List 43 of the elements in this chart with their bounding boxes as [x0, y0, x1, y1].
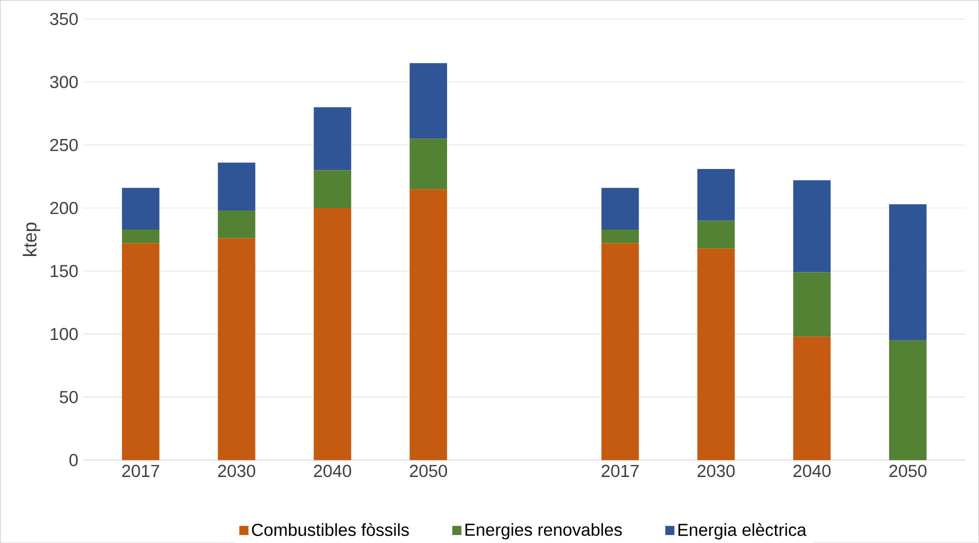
- x-tick-label: 2030: [698, 464, 735, 478]
- bar: [601, 243, 639, 460]
- legend-label: Energies renovables: [466, 523, 622, 540]
- x-tick-label: 2017: [602, 464, 639, 478]
- x-tick-label: 2040: [793, 464, 831, 478]
- y-axis-title: ktep: [22, 222, 40, 256]
- bar: [601, 229, 639, 244]
- bar: [314, 170, 352, 208]
- x-tick-label: 2050: [889, 464, 926, 478]
- y-tick-label: 250: [50, 138, 78, 152]
- bar: [697, 168, 735, 221]
- bar: [122, 188, 160, 230]
- bar: [889, 204, 927, 340]
- bar: [697, 220, 735, 248]
- x-tick-label: 2050: [410, 464, 448, 478]
- x-tick-label: 2030: [218, 464, 256, 478]
- bar: [122, 229, 160, 244]
- y-tick-label: 100: [50, 328, 78, 340]
- bar: [218, 162, 256, 210]
- bar: [601, 188, 639, 230]
- bar: [410, 138, 448, 190]
- legend-label: Combustibles fòssils: [252, 522, 409, 536]
- bar: [793, 336, 831, 460]
- y-tick-label: 200: [50, 202, 78, 214]
- y-tick-label: 300: [50, 76, 78, 88]
- x-tick-label: 2017: [122, 464, 160, 478]
- bar: [793, 180, 831, 272]
- bar: [314, 107, 352, 170]
- y-tick-label: 350: [50, 12, 78, 26]
- legend-label: Energia elèctrica: [678, 522, 806, 540]
- bar: [218, 238, 256, 460]
- bar: [122, 243, 160, 460]
- y-tick-label: 150: [50, 264, 78, 278]
- bar: [410, 62, 448, 139]
- bar: [793, 272, 831, 336]
- bar: [314, 208, 352, 460]
- x-tick-label: 2040: [314, 464, 352, 478]
- y-tick-label: 50: [60, 390, 78, 404]
- bar: [889, 340, 927, 460]
- bar: [697, 248, 735, 460]
- bar: [410, 189, 448, 460]
- y-tick-label: 0: [69, 454, 78, 466]
- bar: [218, 210, 256, 238]
